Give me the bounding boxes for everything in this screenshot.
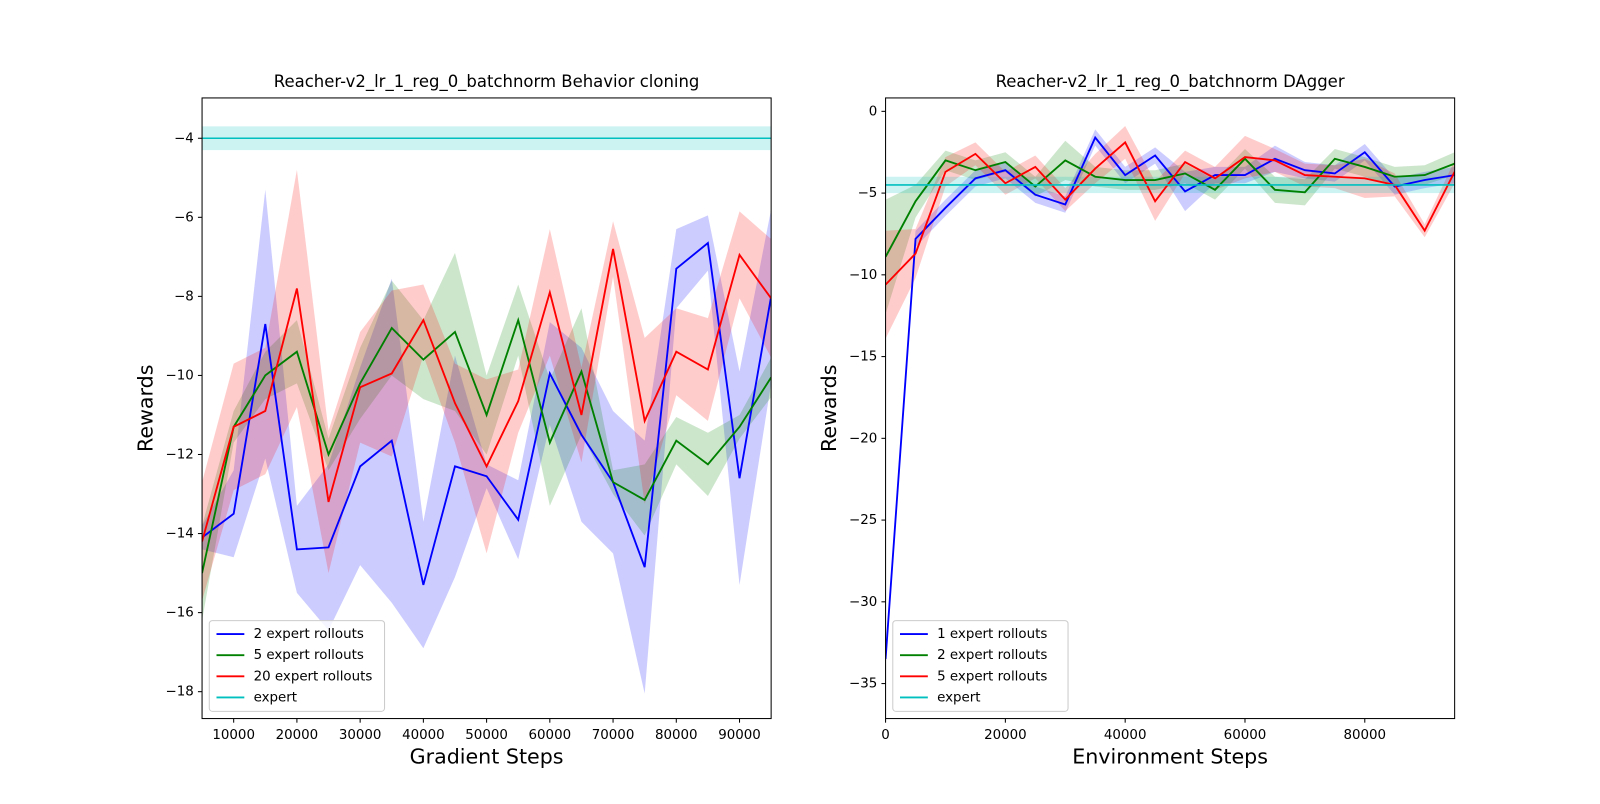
y-tick-label: −10 bbox=[849, 268, 877, 283]
y-tick-label: −20 bbox=[849, 431, 877, 446]
y-tick-label: −16 bbox=[166, 606, 194, 621]
x-axis-label: Environment Steps bbox=[1072, 745, 1268, 769]
error-band bbox=[885, 129, 1455, 668]
error-band bbox=[885, 126, 1455, 339]
legend-label: 20 expert rollouts bbox=[254, 669, 373, 684]
legend-box bbox=[208, 620, 386, 712]
series-line bbox=[202, 241, 772, 586]
y-axis-label: Rewards bbox=[133, 364, 157, 452]
y-tick-label: −18 bbox=[166, 685, 194, 700]
x-tick-label: 0 bbox=[881, 728, 890, 743]
x-tick-label: 60000 bbox=[1224, 728, 1267, 743]
x-tick-label: 60000 bbox=[529, 728, 572, 743]
y-tick-label: −35 bbox=[849, 677, 877, 692]
axes-frame bbox=[885, 97, 1456, 720]
x-tick-label: 10000 bbox=[212, 728, 255, 743]
x-tick-label: 50000 bbox=[465, 728, 508, 743]
y-tick-label: −25 bbox=[849, 513, 877, 528]
y-tick-label: −4 bbox=[174, 131, 194, 146]
y-tick-label: −12 bbox=[166, 447, 194, 462]
y-axis-label: Rewards bbox=[817, 364, 841, 452]
legend-label: 2 expert rollouts bbox=[937, 648, 1047, 663]
x-tick-label: 90000 bbox=[718, 728, 761, 743]
chart-title: Reacher-v2_lr_1_reg_0_batchnorm Behavior… bbox=[274, 72, 700, 92]
x-tick-label: 30000 bbox=[339, 728, 382, 743]
x-tick-label: 20000 bbox=[276, 728, 319, 743]
series-line bbox=[202, 248, 772, 542]
error-band bbox=[202, 189, 772, 694]
x-tick-label: 40000 bbox=[402, 728, 445, 743]
y-tick-label: −5 bbox=[858, 186, 878, 201]
y-tick-label: −30 bbox=[849, 595, 877, 610]
y-tick-label: −8 bbox=[174, 289, 194, 304]
series-line bbox=[885, 135, 1455, 660]
x-tick-label: 40000 bbox=[1104, 728, 1147, 743]
legend-label: 1 expert rollouts bbox=[937, 627, 1047, 642]
legend-label: 5 expert rollouts bbox=[254, 648, 364, 663]
y-tick-label: 0 bbox=[869, 104, 878, 119]
y-tick-label: −10 bbox=[166, 368, 194, 383]
series-line bbox=[885, 140, 1455, 286]
y-tick-label: −6 bbox=[174, 210, 194, 225]
legend-label: expert bbox=[937, 690, 980, 705]
error-band bbox=[202, 169, 772, 601]
series-line bbox=[885, 157, 1455, 258]
plot-area bbox=[885, 126, 1455, 668]
legend-label: expert bbox=[254, 690, 297, 705]
y-tick-label: −15 bbox=[849, 350, 877, 365]
x-axis-label: Gradient Steps bbox=[410, 745, 564, 769]
x-tick-label: 80000 bbox=[655, 728, 698, 743]
series-line bbox=[202, 316, 772, 574]
x-tick-label: 20000 bbox=[984, 728, 1027, 743]
legend-label: 5 expert rollouts bbox=[937, 669, 1047, 684]
legend-label: 2 expert rollouts bbox=[254, 627, 364, 642]
y-tick-label: −14 bbox=[166, 527, 194, 542]
x-tick-label: 80000 bbox=[1343, 728, 1386, 743]
legend-box bbox=[892, 620, 1069, 712]
x-tick-label: 70000 bbox=[592, 728, 635, 743]
chart-title: Reacher-v2_lr_1_reg_0_batchnorm DAgger bbox=[996, 72, 1345, 92]
error-band bbox=[202, 252, 772, 621]
plot-area bbox=[202, 126, 772, 694]
